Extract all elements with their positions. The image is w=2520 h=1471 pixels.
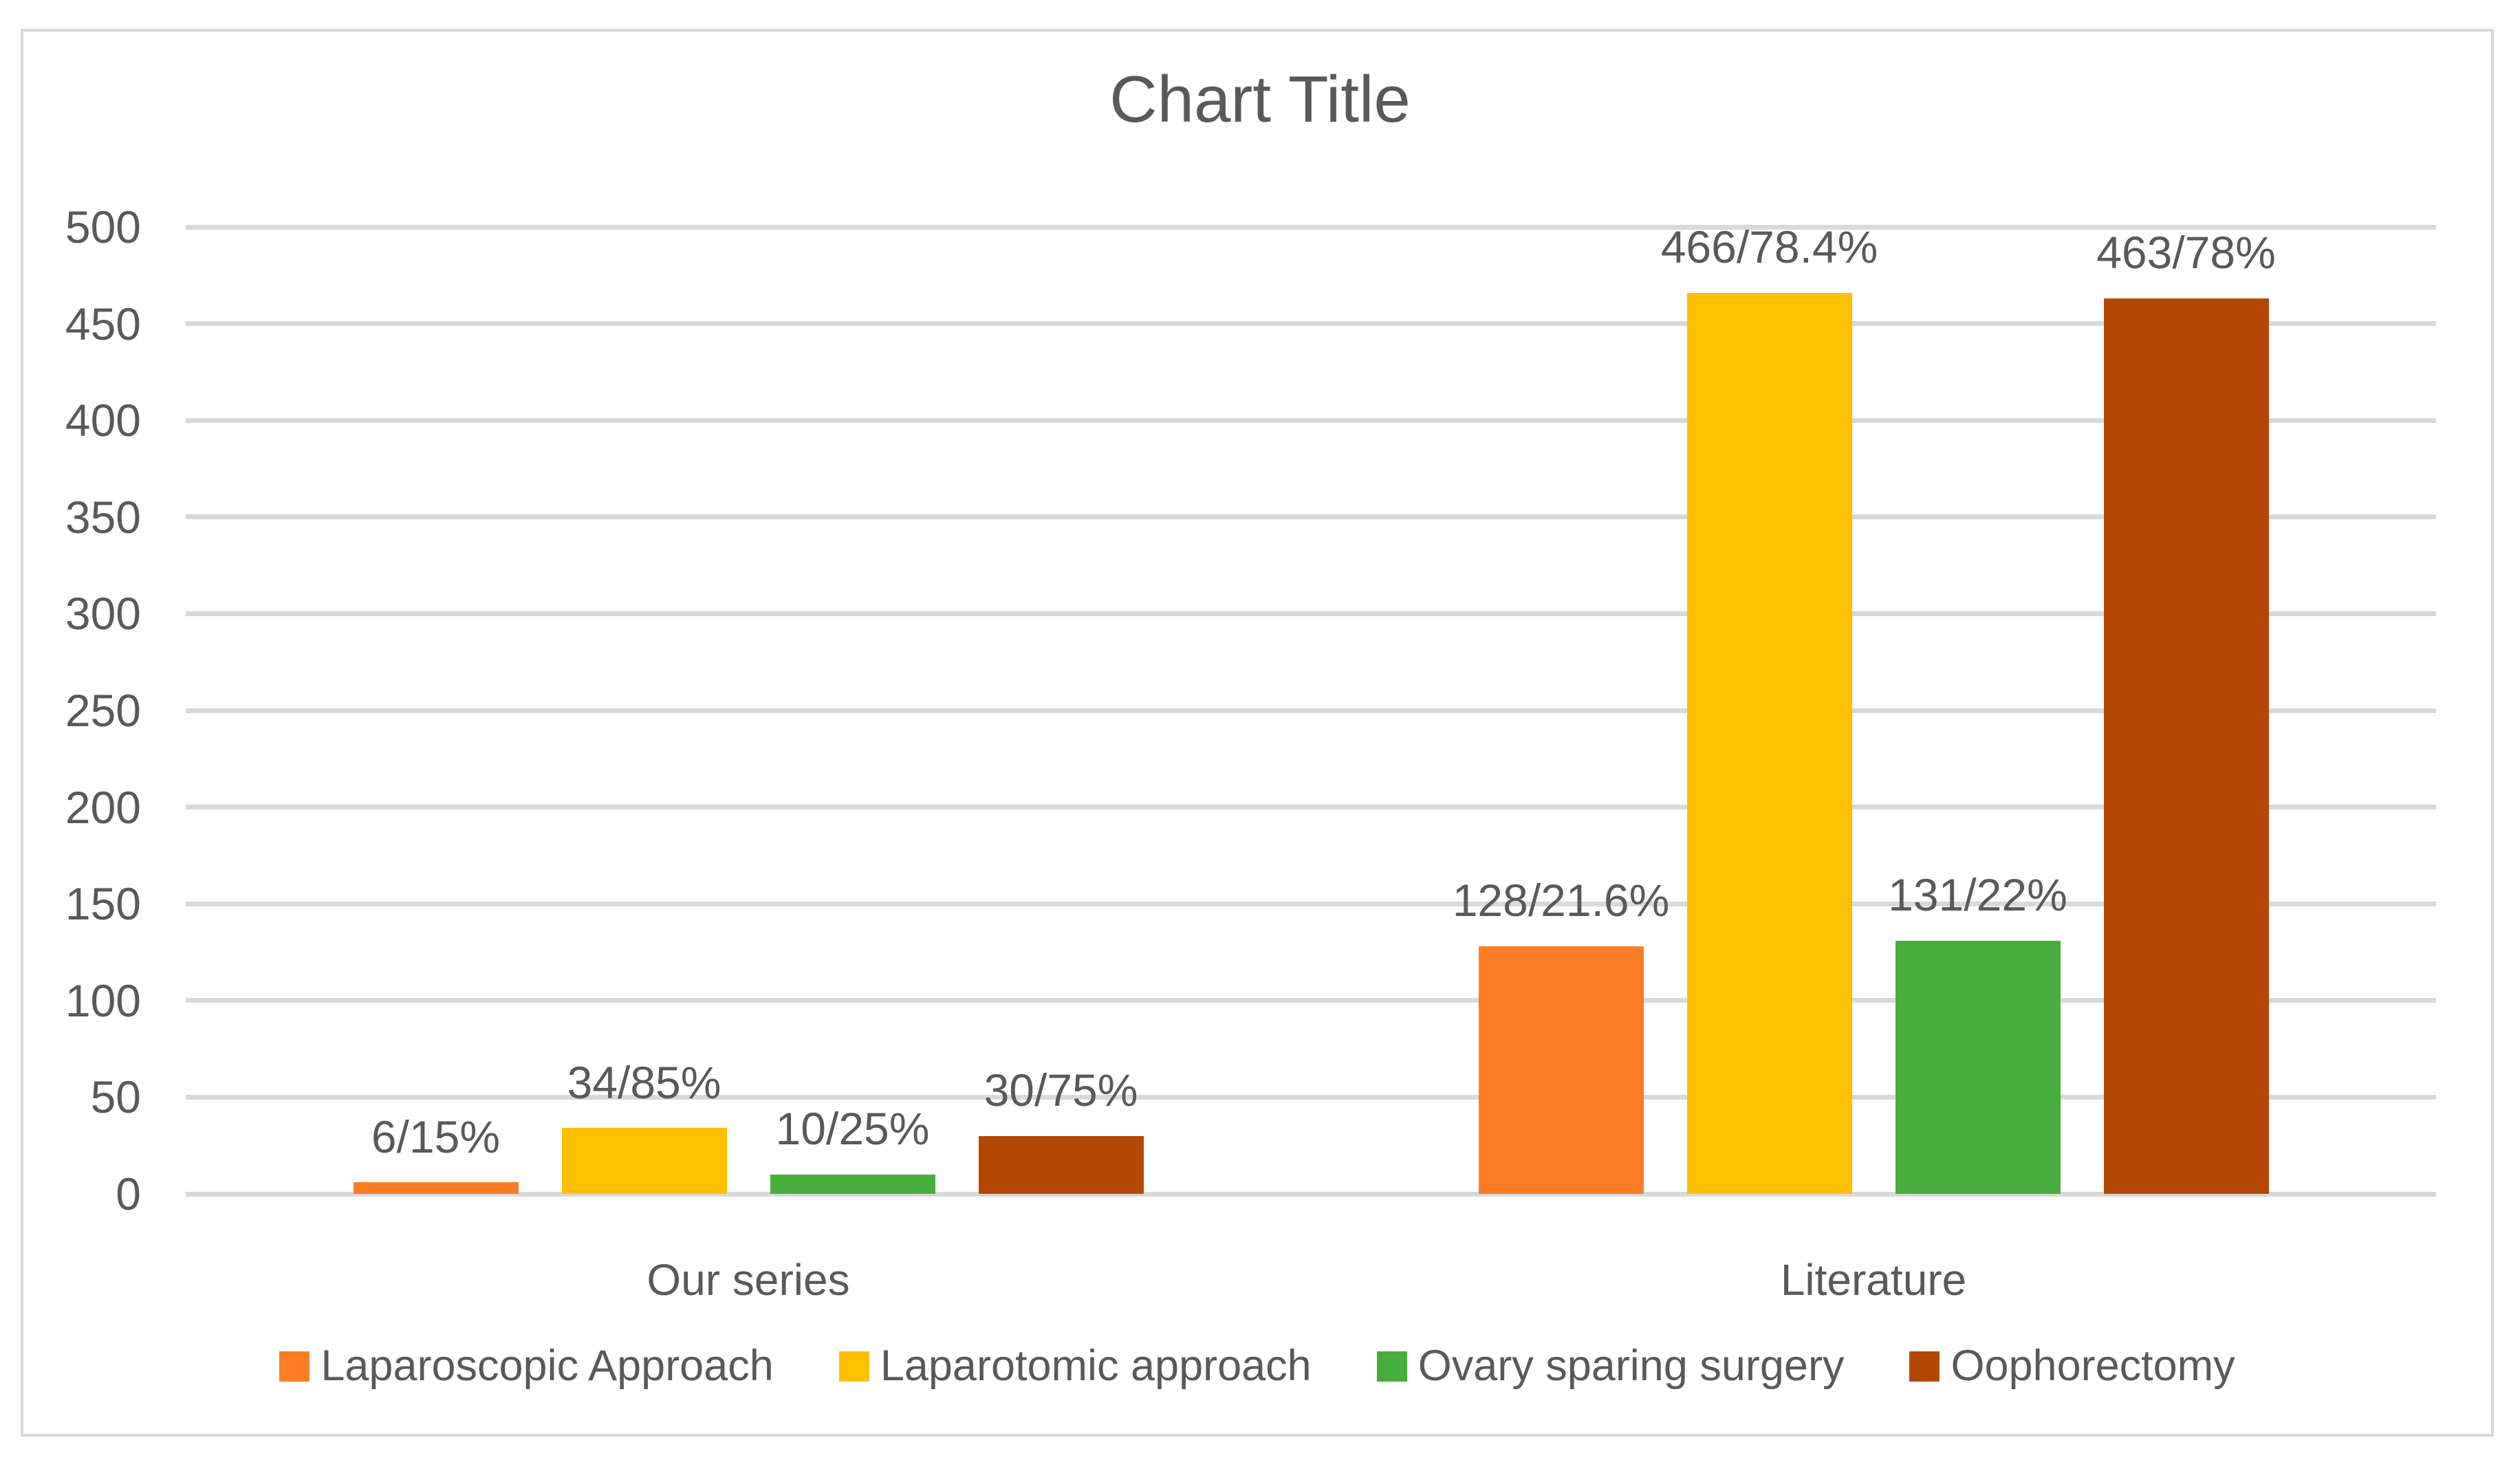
gridline xyxy=(186,321,2436,327)
gridline xyxy=(186,1191,2436,1197)
legend-swatch-icon xyxy=(1376,1351,1407,1382)
gridline xyxy=(186,417,2436,423)
data-label: 463/78% xyxy=(2096,227,2276,279)
y-axis: 0 50 100 150 200 250 300 350 400 450 500 xyxy=(0,204,141,1217)
plot-area: 6/15% 34/85% 10/25% 30/75% 128/21.6% 466/78.4… xyxy=(186,222,2436,1197)
gridline xyxy=(186,708,2436,713)
legend-item-ovary-sparing-surgery: Ovary sparing surgery xyxy=(1376,1342,1845,1390)
legend-label: Laparoscopic Approach xyxy=(321,1342,774,1390)
legend-label: Oophorectomy xyxy=(1951,1342,2235,1390)
legend-swatch-icon xyxy=(838,1351,869,1382)
gridline xyxy=(186,805,2436,810)
y-axis-tick-label: 200 xyxy=(65,781,141,833)
y-axis-tick-label: 500 xyxy=(65,201,141,252)
chart-frame xyxy=(21,29,2494,1437)
legend-swatch-icon xyxy=(1909,1351,1940,1382)
gridline xyxy=(186,514,2436,520)
data-label: 30/75% xyxy=(984,1065,1138,1116)
gridline xyxy=(186,901,2436,906)
y-axis-tick-label: 100 xyxy=(65,974,141,1026)
y-axis-tick-label: 300 xyxy=(65,588,141,640)
gridline xyxy=(186,1094,2436,1100)
bar-laparoscopic-approach-literature xyxy=(1478,946,1644,1194)
legend-item-laparotomic-approach: Laparotomic approach xyxy=(838,1342,1312,1390)
gridline xyxy=(186,998,2436,1003)
bar-ovary-sparing-surgery-literature xyxy=(1895,940,2061,1194)
y-axis-tick-label: 450 xyxy=(65,298,141,349)
bar-laparotomic-approach-literature xyxy=(1686,292,1852,1194)
bar-laparoscopic-approach-our-series xyxy=(353,1182,519,1194)
legend-label: Laparotomic approach xyxy=(880,1342,1312,1390)
y-axis-tick-label: 400 xyxy=(65,395,141,446)
legend-label: Ovary sparing surgery xyxy=(1418,1342,1845,1390)
chart-title: Chart Title xyxy=(1109,63,1411,136)
gridline xyxy=(186,224,2436,230)
data-label: 6/15% xyxy=(371,1111,501,1162)
y-axis-tick-label: 350 xyxy=(65,491,141,543)
legend-item-oophorectomy: Oophorectomy xyxy=(1909,1342,2235,1390)
y-axis-tick-label: 50 xyxy=(90,1071,141,1123)
data-label: 131/22% xyxy=(1888,869,2067,921)
bar-oophorectomy-our-series xyxy=(978,1135,1144,1194)
category-label: Literature xyxy=(1780,1255,1967,1305)
y-axis-tick-label: 250 xyxy=(65,685,141,736)
legend: Laparoscopic Approach Laparotomic approac… xyxy=(21,1342,2494,1390)
data-label: 466/78.4% xyxy=(1660,221,1878,273)
legend-item-laparoscopic-approach: Laparoscopic Approach xyxy=(279,1342,774,1390)
y-axis-tick-label: 0 xyxy=(116,1168,141,1219)
data-label: 128/21.6% xyxy=(1452,875,1670,926)
bar-ovary-sparing-surgery-our-series xyxy=(770,1174,935,1194)
gridline xyxy=(186,611,2436,616)
bar-laparotomic-approach-our-series xyxy=(561,1128,727,1194)
data-label: 10/25% xyxy=(775,1103,930,1155)
category-label: Our series xyxy=(647,1255,850,1305)
y-axis-tick-label: 150 xyxy=(65,878,141,930)
bar-oophorectomy-literature xyxy=(2103,298,2269,1194)
legend-swatch-icon xyxy=(279,1351,310,1382)
x-axis: Our series Literature xyxy=(186,1235,2436,1311)
data-label: 34/85% xyxy=(567,1056,721,1108)
